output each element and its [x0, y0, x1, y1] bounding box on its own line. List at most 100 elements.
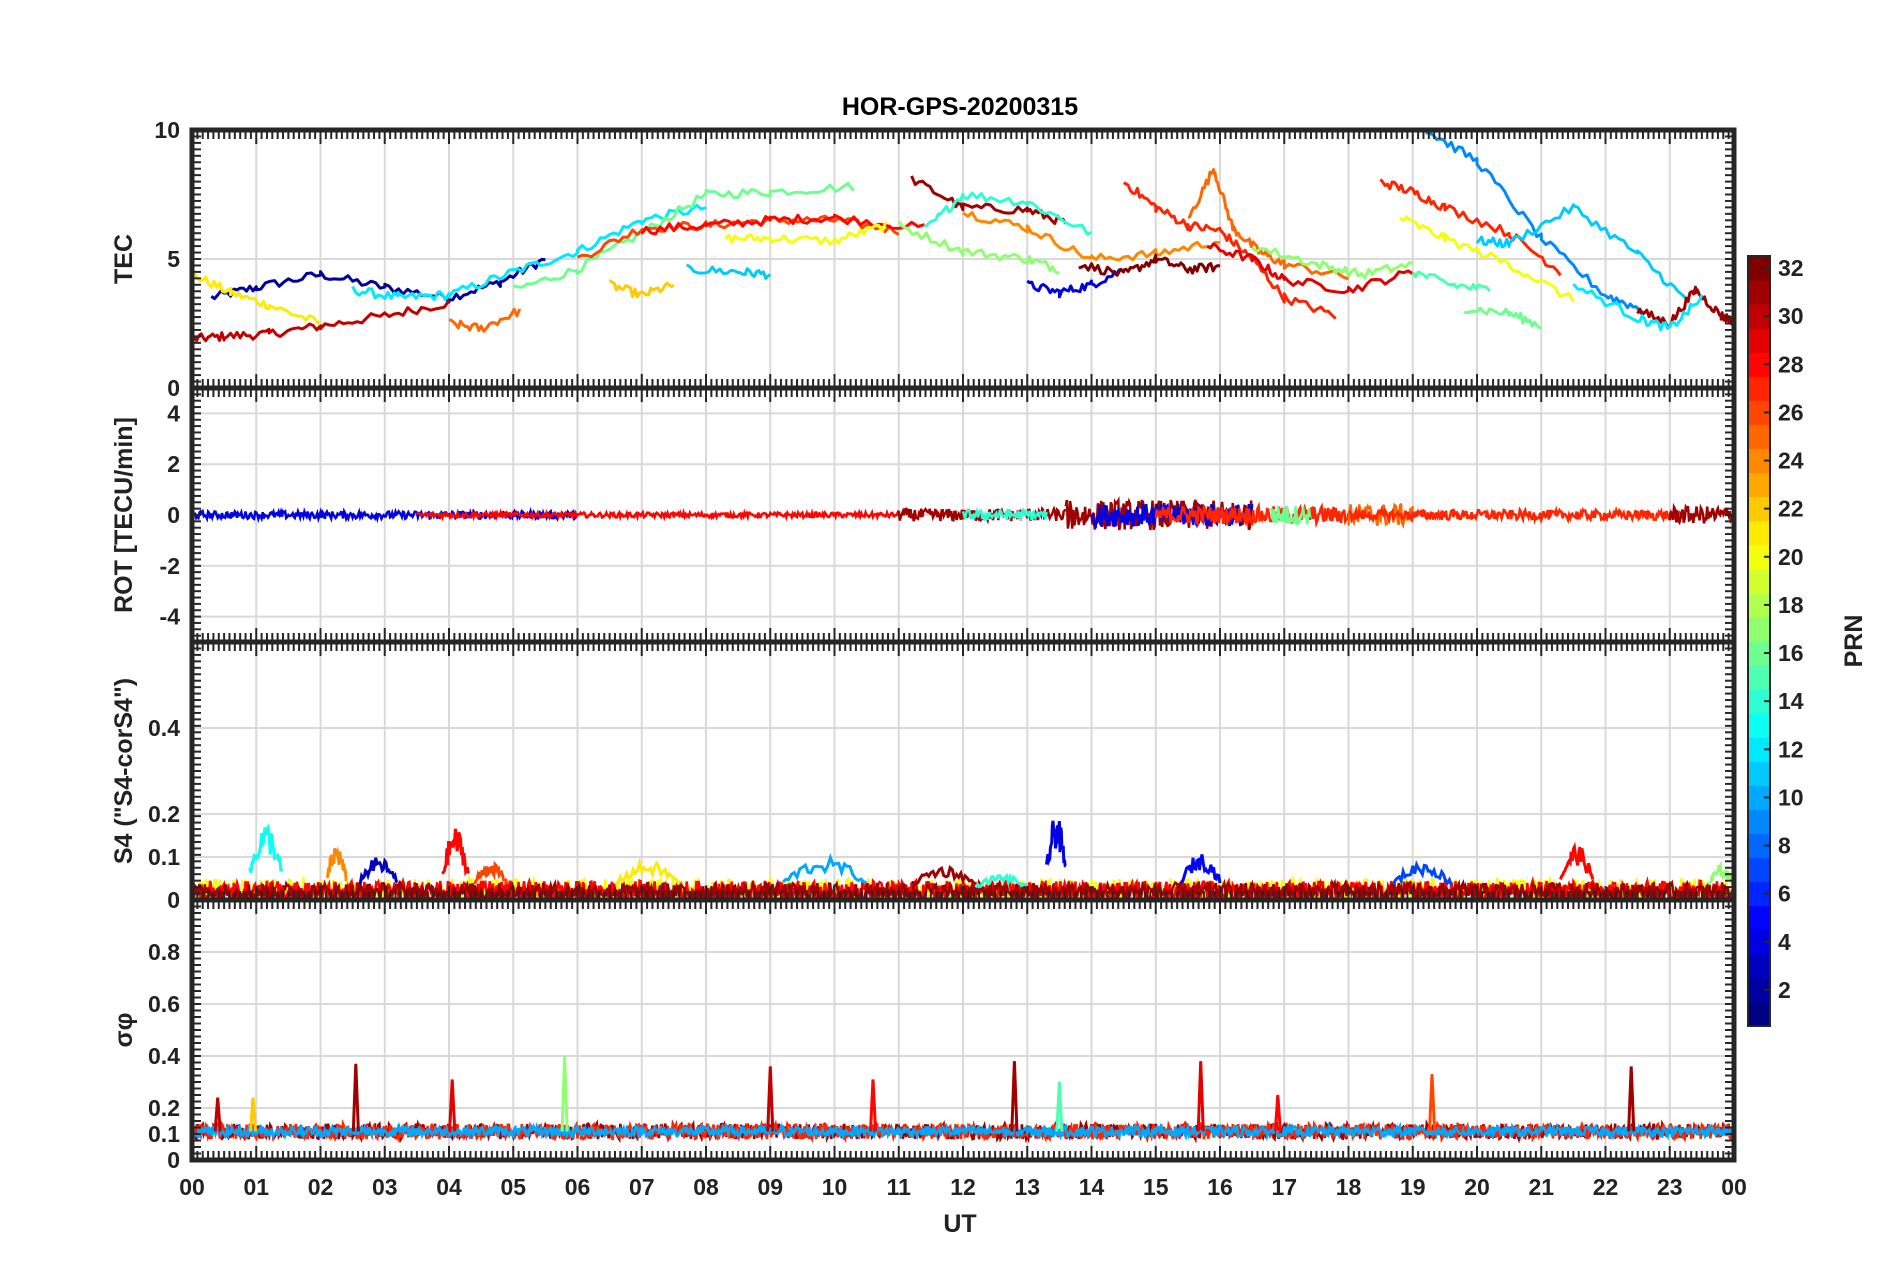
colorbar-swatch: [1748, 400, 1770, 425]
colorbar-tick-label: 26: [1778, 399, 1804, 425]
spike-prn-17-4: [560, 1055, 569, 1132]
colorbar-swatch: [1748, 304, 1770, 329]
series-prn-16-4: [512, 181, 855, 289]
x-tick-label: 21: [1528, 1174, 1554, 1200]
colorbar-swatch: [1748, 761, 1770, 786]
spike-prn-28-6: [869, 1079, 878, 1132]
noise-prn-31-10: [1668, 502, 1734, 526]
colorbar-swatch: [1748, 785, 1770, 810]
y-tick-label: 0.4: [148, 1043, 180, 1069]
colorbar-swatch: [1748, 376, 1770, 401]
spike-prn-31-2: [351, 1063, 360, 1132]
colorbar-swatch: [1748, 352, 1770, 377]
colorbar-swatch: [1748, 929, 1770, 955]
burst-prn-5-10: [1180, 854, 1222, 885]
spike-prn-22-1: [249, 1097, 258, 1132]
series-prn-25-18: [1187, 168, 1349, 281]
x-tick-label: 23: [1657, 1174, 1683, 1200]
colorbar-tick-label: 2: [1778, 977, 1791, 1003]
colorbar-tick-label: 30: [1778, 303, 1804, 329]
colorbar-tick-label: 22: [1778, 496, 1804, 522]
y-tick-label: 0: [167, 502, 180, 528]
y-axis-label-sigma: σφ: [110, 1013, 138, 1048]
colorbar-swatch: [1748, 977, 1770, 1003]
colorbar-swatch: [1748, 496, 1770, 522]
series-prn-31-27: [1636, 285, 1734, 329]
series-prn-21-2: [192, 271, 322, 326]
noise-prn-28-1: [415, 508, 900, 522]
burst-prn-14-8: [974, 872, 1029, 889]
spike-prn-15-8: [1055, 1081, 1064, 1132]
series-prn-2-0: [210, 257, 546, 304]
y-tick-label: 0.1: [148, 844, 180, 870]
colorbar-label: PRN: [1840, 615, 1868, 668]
x-tick-label: 05: [500, 1174, 526, 1200]
spike-prn-31-12: [1627, 1066, 1636, 1132]
colorbar-swatch: [1748, 713, 1770, 738]
series-prn-20-24: [1398, 215, 1575, 303]
x-tick-label: 17: [1271, 1174, 1297, 1200]
series-prn-15-25: [1411, 270, 1492, 293]
colorbar-frame: [1747, 255, 1771, 1027]
colorbar-tick-label: 8: [1778, 833, 1791, 859]
burst-prn-10-6: [782, 853, 867, 884]
colorbar-swatch: [1748, 592, 1770, 618]
colorbar-swatch: [1748, 472, 1770, 498]
series-prn-24-14: [962, 211, 1221, 262]
colorbar-tick-label: 28: [1778, 351, 1804, 377]
burst-prn-31-7: [911, 864, 977, 887]
x-tick-label: 12: [950, 1174, 976, 1200]
x-tick-label: 16: [1207, 1174, 1233, 1200]
y-tick-label: 10: [154, 117, 180, 143]
colorbar-tick-label: 12: [1778, 736, 1804, 762]
colorbar-swatch: [1748, 448, 1770, 474]
noise-prn-10-2: [192, 1121, 1734, 1142]
x-tick-label: 04: [436, 1174, 462, 1200]
noise-prn-27-6: [1154, 501, 1350, 529]
series-prn-30-1: [192, 299, 451, 343]
colorbar-swatch: [1748, 881, 1770, 907]
spike-prn-29-9: [1196, 1061, 1205, 1132]
colorbar-tick-label: 4: [1778, 929, 1791, 955]
y-tick-label: 0.6: [148, 991, 180, 1017]
series-prn-32-16: [1078, 253, 1221, 277]
x-tick-label: 20: [1464, 1174, 1490, 1200]
colorbar-tick-label: 20: [1778, 544, 1804, 570]
colorbar-swatch: [1748, 520, 1770, 546]
colorbar-swatch: [1748, 809, 1770, 834]
colorbar-swatch: [1748, 328, 1770, 353]
colorbar-swatch: [1748, 737, 1770, 762]
y-tick-label: 4: [167, 400, 180, 426]
series-prn-25-10: [448, 307, 522, 333]
x-tick-label: 18: [1336, 1174, 1362, 1200]
spike-prn-31-7: [1010, 1061, 1019, 1132]
x-axis: 00 01 02 03 04 05 06 07 08 09 10 11 12 13 14 15 16 17 18 19…: [179, 1174, 1747, 1200]
x-tick-label: 07: [629, 1174, 655, 1200]
spike-prn-28-10: [1273, 1094, 1282, 1132]
series-group: [192, 131, 1734, 343]
spike-prn-26-11: [1428, 1074, 1437, 1132]
colorbar-swatch: [1748, 857, 1770, 883]
colorbar-swatch: [1748, 833, 1770, 859]
x-axis-label: UT: [943, 1210, 976, 1238]
colorbar-tick-label: 10: [1778, 784, 1804, 810]
noise-prn-27-9: [1347, 505, 1684, 526]
burst-prn-28-3: [441, 828, 470, 877]
y-tick-label: 5: [167, 246, 180, 272]
x-tick-label: 01: [243, 1174, 269, 1200]
series-prn-27-21: [1379, 178, 1562, 277]
series-prn-4-15: [1026, 268, 1125, 299]
spike-prn-29-3: [448, 1079, 457, 1132]
colorbar-swatch: [1748, 905, 1770, 931]
panel-rot: 4 2 0 -2 -4 ROT [TECU/min]: [110, 385, 1737, 645]
x-tick-label: 03: [372, 1174, 398, 1200]
colorbar-swatch: [1748, 616, 1770, 642]
burst-prn-7-11: [1392, 860, 1453, 886]
colorbar-tick-label: 24: [1778, 448, 1804, 474]
chart-title: HOR-GPS-20200315: [842, 93, 1078, 121]
colorbar-swatch: [1748, 544, 1770, 570]
y-tick-label: 0.2: [148, 801, 180, 827]
